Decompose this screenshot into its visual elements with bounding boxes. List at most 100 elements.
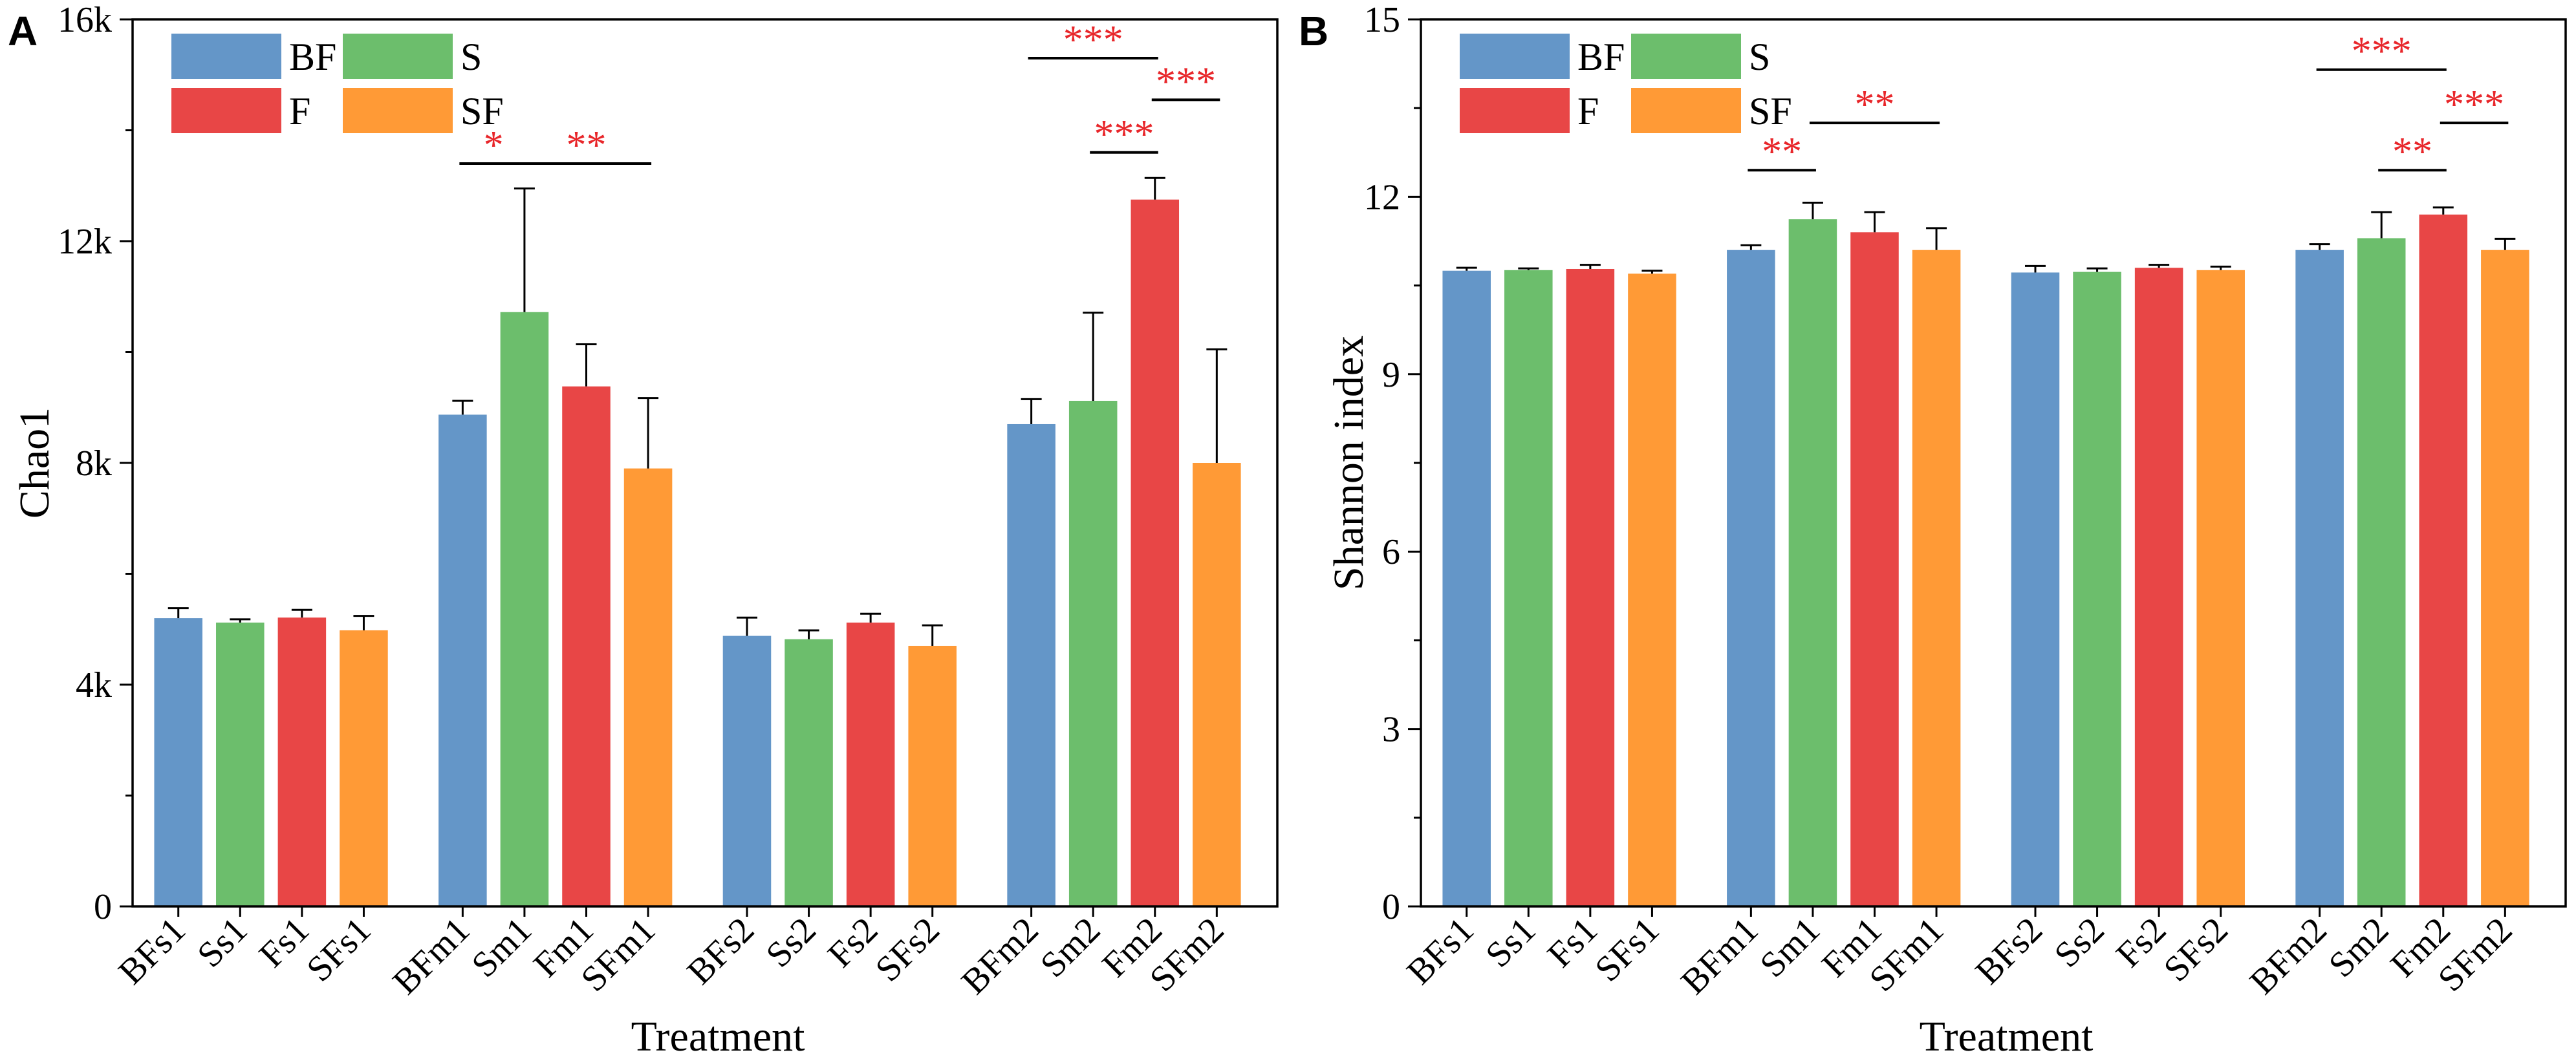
bar-BFs1	[1442, 270, 1491, 906]
legend-label-F: F	[289, 90, 310, 133]
significance-label: **	[567, 123, 607, 167]
legend-swatch-BF	[171, 34, 281, 79]
x-axis-title: Treatment	[1920, 1013, 2094, 1059]
y-tick-label: 9	[1382, 355, 1400, 395]
y-axis-title: Chao1	[11, 407, 58, 519]
significance-label: ***	[1156, 59, 1216, 103]
legend-swatch-S	[343, 34, 453, 79]
bar-Sm2	[1068, 400, 1118, 906]
significance-label: **	[1855, 83, 1895, 127]
bar-BFm1	[1727, 250, 1775, 907]
x-tick-label-BFs2: BFs2	[680, 910, 762, 992]
x-tick-label-SFm1: SFm1	[574, 910, 663, 999]
x-tick-label-Sm1: Sm1	[1753, 910, 1828, 985]
x-tick-label-BFs1: BFs1	[111, 910, 193, 992]
legend-label-S: S	[1749, 36, 1770, 78]
x-tick-label-BFm2: BFm2	[2242, 910, 2335, 1002]
x-tick-label-BFm1: BFm1	[385, 910, 478, 1002]
bar-Fm1	[562, 386, 611, 906]
y-tick-label: 12k	[58, 222, 112, 262]
bar-Fm2	[2419, 214, 2468, 907]
x-tick-label-SFs1: SFs1	[1588, 910, 1667, 989]
significance-label: *	[484, 123, 504, 167]
bar-Ss1	[1504, 270, 1553, 906]
bar-Sm2	[2357, 238, 2406, 907]
bar-SFs1	[340, 630, 388, 906]
legend-swatch-F	[1460, 88, 1570, 133]
bar-BFs1	[154, 618, 202, 906]
legend-label-S: S	[460, 36, 482, 78]
bar-Fs1	[1566, 268, 1615, 906]
y-tick-label: 0	[94, 887, 112, 927]
panel-letter: B	[1299, 8, 1328, 54]
x-tick-label-SFm1: SFm1	[1862, 910, 1951, 999]
x-tick-label-Ss2: Ss2	[759, 910, 824, 975]
x-tick-label-BFm2: BFm2	[954, 910, 1046, 1002]
significance-label: ***	[2444, 83, 2504, 127]
bar-Ss1	[216, 622, 265, 906]
bar-Ss2	[785, 639, 833, 906]
legend-swatch-SF	[343, 88, 453, 133]
bar-BFm1	[438, 414, 487, 906]
bar-BFs2	[2011, 272, 2060, 907]
legend-swatch-F	[171, 88, 281, 133]
legend-label-BF: BF	[1577, 36, 1625, 78]
bar-BFs2	[722, 636, 772, 906]
legend-swatch-S	[1631, 34, 1741, 79]
significance-label: **	[1762, 130, 1802, 174]
x-tick-label-BFs1: BFs1	[1399, 910, 1481, 992]
legend-swatch-SF	[1631, 88, 1741, 133]
x-tick-label-SFs2: SFs2	[868, 910, 947, 989]
significance-label: ***	[1063, 18, 1123, 62]
y-tick-label: 0	[1382, 887, 1400, 927]
significance-label: ***	[1094, 112, 1154, 156]
legend-label-F: F	[1577, 90, 1599, 133]
x-tick-label-BFs2: BFs2	[1968, 910, 2050, 992]
y-tick-label: 12	[1364, 177, 1400, 217]
significance-label: **	[2392, 130, 2432, 174]
x-tick-label-BFm1: BFm1	[1674, 910, 1766, 1002]
panel-letter: A	[8, 8, 38, 54]
y-tick-label: 16k	[58, 0, 112, 40]
legend-swatch-BF	[1460, 34, 1570, 79]
bar-SFs1	[1628, 273, 1676, 907]
x-tick-label-SFm2: SFm2	[2430, 910, 2520, 999]
y-tick-label: 6	[1382, 532, 1400, 572]
x-tick-label-Ss1: Ss1	[189, 910, 255, 975]
y-axis-title: Shannon index	[1325, 336, 1372, 590]
bar-SFm2	[2481, 250, 2529, 907]
bar-SFs2	[2196, 270, 2245, 906]
bar-SFs2	[908, 645, 957, 906]
y-tick-label: 3	[1382, 710, 1400, 750]
x-tick-label-Sm2: Sm2	[1033, 910, 1108, 985]
legend-label-SF: SF	[460, 90, 504, 133]
y-tick-label: 15	[1364, 0, 1400, 40]
bar-SFm1	[623, 468, 673, 906]
legend-label-SF: SF	[1749, 90, 1792, 133]
bar-Sm1	[500, 312, 549, 906]
bar-BFm2	[2295, 250, 2344, 907]
x-tick-label-SFs1: SFs1	[299, 910, 379, 989]
x-tick-label-Sm1: Sm1	[464, 910, 539, 985]
x-axis-title: Treatment	[631, 1013, 805, 1059]
bar-Fm1	[1850, 232, 1899, 906]
significance-label: ***	[2352, 30, 2412, 74]
y-tick-label: 4k	[76, 665, 112, 705]
bar-Ss2	[2073, 272, 2121, 907]
y-tick-label: 8k	[76, 444, 112, 484]
x-tick-label-SFm2: SFm2	[1142, 910, 1231, 999]
x-tick-label-Ss1: Ss1	[1478, 910, 1543, 975]
bar-Sm1	[1788, 219, 1837, 906]
bar-Fs2	[846, 622, 895, 906]
bar-SFm2	[1193, 463, 1241, 906]
x-tick-label-Sm2: Sm2	[2321, 910, 2396, 985]
bar-Fm2	[1131, 199, 1180, 906]
x-tick-label-SFs2: SFs2	[2156, 910, 2236, 989]
legend-label-BF: BF	[289, 36, 336, 78]
bar-SFm1	[1912, 250, 1961, 907]
bar-Fs2	[2134, 268, 2183, 906]
x-tick-label-Ss2: Ss2	[2047, 910, 2112, 975]
bar-Fs1	[277, 617, 327, 906]
